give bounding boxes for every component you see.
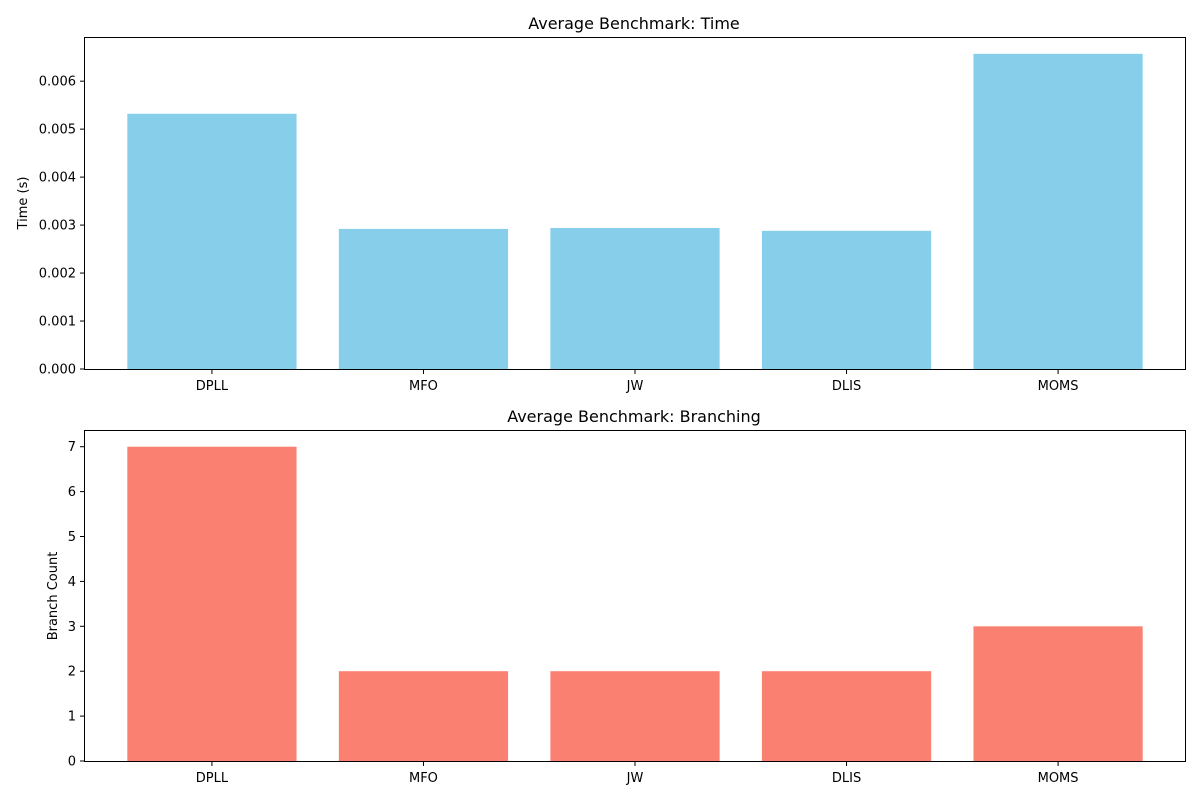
- time-y-tick-label: 0.002: [39, 267, 76, 282]
- branching-x-tick-label: JW: [626, 771, 644, 786]
- branching-chart: Average Benchmark: Branching Branch Coun…: [46, 407, 1186, 786]
- time-chart: Average Benchmark: Time Time (s) 0.0000.…: [16, 14, 1186, 394]
- time-x-tick-label: DLIS: [832, 379, 861, 394]
- branching-x-tick-label: DPLL: [196, 771, 229, 786]
- time-x-tick-label: MOMS: [1038, 379, 1079, 394]
- time-x-tick-label: DPLL: [196, 379, 229, 394]
- time-chart-y-ticks: 0.000 0.001 0.002 0.003 0.004 0.005 0.006: [39, 75, 85, 378]
- branching-x-tick-label: MOMS: [1038, 771, 1079, 786]
- branching-bar-dpll: [127, 446, 297, 761]
- branching-chart-bars: [127, 446, 1143, 761]
- branching-bar-jw: [550, 671, 720, 761]
- time-x-tick-label: MFO: [409, 379, 438, 394]
- branching-bar-moms: [973, 626, 1143, 761]
- time-bar-moms: [973, 53, 1143, 369]
- branching-y-tick-label: 0: [68, 755, 76, 770]
- time-chart-x-ticks: DPLL MFO JW DLIS MOMS: [196, 369, 1079, 394]
- time-y-tick-label: 0.006: [39, 75, 76, 90]
- time-chart-y-axis-label: Time (s): [16, 177, 31, 231]
- time-chart-title: Average Benchmark: Time: [528, 14, 740, 33]
- branching-y-tick-label: 4: [68, 575, 76, 590]
- time-bar-jw: [550, 227, 720, 369]
- time-x-tick-label: JW: [626, 379, 644, 394]
- time-bar-dpll: [127, 113, 297, 369]
- time-y-tick-label: 0.005: [39, 123, 76, 138]
- time-y-tick-label: 0.004: [39, 171, 76, 186]
- branching-y-tick-label: 2: [68, 665, 76, 680]
- time-bar-mfo: [338, 228, 509, 369]
- branching-bar-mfo: [338, 671, 509, 761]
- branching-y-tick-label: 3: [68, 620, 76, 635]
- branching-chart-title: Average Benchmark: Branching: [507, 407, 761, 426]
- branching-x-tick-label: DLIS: [832, 771, 861, 786]
- time-y-tick-label: 0.000: [39, 363, 76, 378]
- branching-y-tick-label: 6: [68, 485, 76, 500]
- branching-chart-x-ticks: DPLL MFO JW DLIS MOMS: [196, 761, 1079, 786]
- time-y-tick-label: 0.001: [39, 315, 76, 330]
- branching-y-tick-label: 5: [68, 530, 76, 545]
- branching-chart-plot-frame: [84, 430, 1186, 762]
- time-y-tick-label: 0.003: [39, 219, 76, 234]
- time-chart-bars: [127, 53, 1143, 369]
- branching-y-tick-label: 7: [68, 440, 76, 455]
- branching-x-tick-label: MFO: [409, 771, 438, 786]
- branching-bar-dlis: [761, 671, 932, 761]
- branching-y-tick-label: 1: [68, 710, 76, 725]
- branching-chart-y-ticks: 0 1 2 3 4 5 6 7: [68, 440, 85, 770]
- branching-chart-y-axis-label: Branch Count: [46, 552, 61, 641]
- time-chart-plot-frame: [84, 37, 1186, 370]
- time-bar-dlis: [761, 230, 932, 369]
